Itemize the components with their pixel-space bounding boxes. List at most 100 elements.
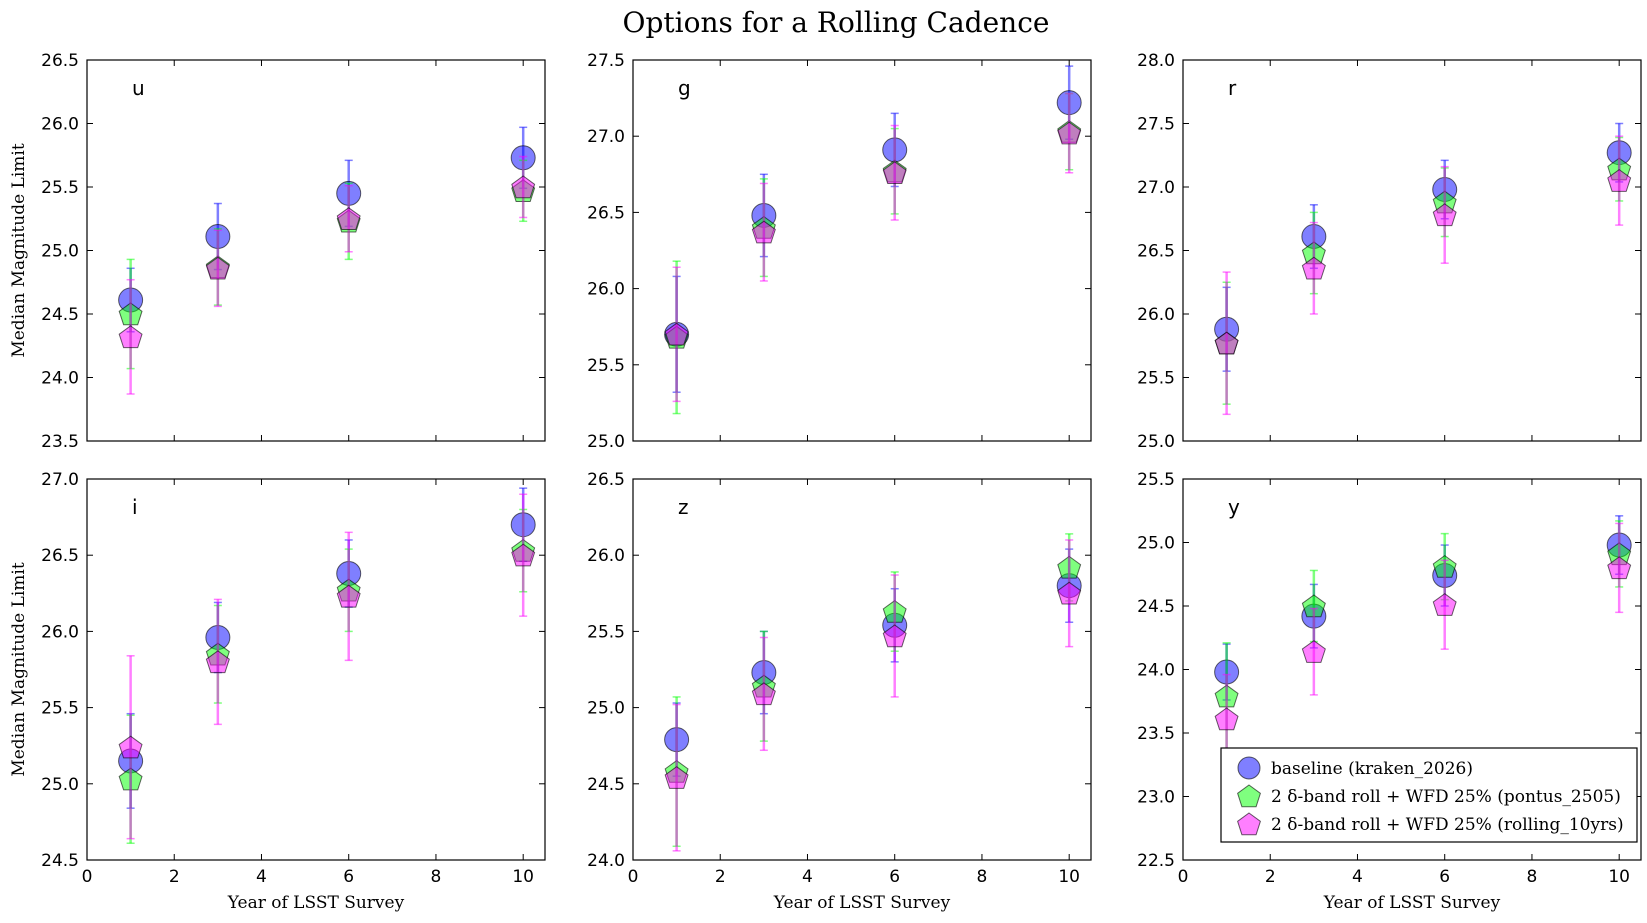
y-tick-label: 24.0 bbox=[41, 369, 79, 389]
legend-label: 2 δ-band roll + WFD 25% (pontus_2505) bbox=[1271, 787, 1621, 807]
x-axis-label: Year of LSST Survey bbox=[1323, 893, 1501, 913]
x-tick-label: 8 bbox=[977, 867, 988, 887]
figure-title: Options for a Rolling Cadence bbox=[623, 6, 1050, 39]
y-tick-label: 26.0 bbox=[1137, 305, 1175, 325]
y-tick-label: 27.0 bbox=[1137, 178, 1175, 198]
series-1 bbox=[118, 487, 536, 809]
data-point bbox=[118, 735, 143, 759]
data-point bbox=[882, 161, 907, 184]
series-3 bbox=[118, 155, 536, 395]
panel-g: 25.0 25.5 26.0 26.5 27.0 27.5 g bbox=[587, 51, 1092, 452]
band-label: g bbox=[678, 76, 691, 100]
x-tick-label: 10 bbox=[1608, 867, 1630, 887]
data-point bbox=[751, 682, 776, 706]
series-3 bbox=[118, 493, 536, 840]
legend-box bbox=[1220, 747, 1638, 843]
panel-i: 24.5 25.0 25.5 26.0 26.5 27.0 0 2 4 6 8 10 i Median M… bbox=[9, 470, 546, 913]
y-tick-label: 25.5 bbox=[1137, 470, 1175, 490]
y-tick-label: 25.0 bbox=[41, 775, 79, 795]
x-tick-label: 4 bbox=[256, 867, 267, 887]
y-tick-label: 26.0 bbox=[587, 546, 625, 566]
plot-frame bbox=[86, 59, 546, 442]
y-tick-label: 23.0 bbox=[1137, 788, 1175, 808]
data-point bbox=[1432, 593, 1457, 616]
data-point bbox=[511, 175, 536, 199]
data-point bbox=[1301, 256, 1326, 280]
legend-marker bbox=[1237, 812, 1261, 836]
data-point bbox=[1214, 331, 1239, 355]
panel-z: 24.0 24.5 25.0 25.5 26.0 26.5 0 2 4 6 8 10 z Year of … bbox=[587, 470, 1092, 913]
panel-y: 22.5 23.0 23.5 24.0 24.5 25.0 25.5 0 2 4 6 8 10 y Year… bbox=[1137, 470, 1642, 913]
y-tick-label: 24.5 bbox=[41, 851, 79, 871]
y-tick-label: 25.5 bbox=[41, 178, 79, 198]
y-tick-label: 27.5 bbox=[1137, 115, 1175, 135]
y-tick-label: 26.5 bbox=[1137, 242, 1175, 262]
y-tick-label: 25.5 bbox=[587, 356, 625, 376]
series-2 bbox=[118, 159, 536, 370]
y-tick-label: 25.5 bbox=[41, 699, 79, 719]
x-tick-label: 0 bbox=[628, 867, 639, 887]
y-tick-label: 26.5 bbox=[587, 203, 625, 223]
band-label: y bbox=[1228, 495, 1240, 519]
y-tick-label: 24.5 bbox=[587, 775, 625, 795]
y-tick-label: 24.0 bbox=[587, 851, 625, 871]
data-point bbox=[205, 256, 230, 280]
x-tick-label: 10 bbox=[1058, 867, 1080, 887]
band-label: u bbox=[132, 76, 145, 100]
x-tick-label: 10 bbox=[512, 867, 534, 887]
x-tick-label: 2 bbox=[715, 867, 726, 887]
series-2 bbox=[1214, 136, 1632, 405]
data-point bbox=[511, 543, 536, 567]
y-tick-label: 26.5 bbox=[587, 470, 625, 490]
data-point bbox=[1057, 581, 1082, 605]
data-point bbox=[1432, 203, 1457, 227]
y-tick-label: 28.0 bbox=[1137, 51, 1175, 71]
plot-frame bbox=[1182, 59, 1642, 442]
y-tick-label: 26.0 bbox=[587, 280, 625, 300]
y-tick-label: 25.0 bbox=[587, 699, 625, 719]
panels: 23.5 24.0 24.5 25.0 25.5 26.0 26.5 u Median Magn… bbox=[9, 51, 1642, 913]
y-tick-label: 27.5 bbox=[587, 51, 625, 71]
y-tick-label: 27.0 bbox=[41, 470, 79, 490]
series-1 bbox=[1214, 515, 1632, 701]
band-label: r bbox=[1228, 76, 1237, 100]
data-point bbox=[1607, 556, 1632, 580]
data-point bbox=[336, 207, 361, 230]
y-tick-label: 23.5 bbox=[1137, 724, 1175, 744]
x-tick-label: 6 bbox=[889, 867, 900, 887]
series-1 bbox=[664, 548, 1082, 777]
y-tick-label: 25.0 bbox=[41, 242, 79, 262]
y-tick-label: 25.5 bbox=[587, 622, 625, 642]
legend-marker bbox=[1237, 784, 1261, 808]
data-point bbox=[336, 584, 361, 608]
data-point bbox=[882, 624, 907, 648]
x-tick-label: 2 bbox=[169, 867, 180, 887]
series-2 bbox=[118, 508, 536, 844]
data-point bbox=[1057, 121, 1082, 145]
series-2 bbox=[664, 92, 1082, 415]
data-point bbox=[664, 322, 689, 346]
plot-frame bbox=[1182, 478, 1642, 861]
x-tick-label: 6 bbox=[1439, 867, 1450, 887]
band-label: i bbox=[132, 495, 138, 519]
x-tick-label: 4 bbox=[1352, 867, 1363, 887]
y-tick-label: 22.5 bbox=[1137, 851, 1175, 871]
y-tick-label: 26.5 bbox=[41, 51, 79, 71]
legend-marker bbox=[1237, 756, 1261, 780]
x-tick-label: 8 bbox=[1527, 867, 1538, 887]
data-point bbox=[1607, 168, 1632, 192]
data-point bbox=[751, 220, 776, 244]
legend-label: 2 δ-band roll + WFD 25% (rolling_10yrs) bbox=[1271, 815, 1624, 835]
y-tick-label: 25.0 bbox=[1137, 432, 1175, 452]
band-label: z bbox=[678, 495, 689, 519]
panel-r: 25.0 25.5 26.0 26.5 27.0 27.5 28.0 r bbox=[1137, 51, 1642, 452]
series-1 bbox=[664, 65, 1082, 393]
x-tick-label: 2 bbox=[1265, 867, 1276, 887]
plot-frame bbox=[632, 59, 1092, 442]
y-tick-label: 25.5 bbox=[1137, 369, 1175, 389]
series-1 bbox=[118, 126, 536, 333]
y-tick-label: 24.0 bbox=[1137, 661, 1175, 681]
x-tick-label: 0 bbox=[82, 867, 93, 887]
y-tick-label: 23.5 bbox=[41, 432, 79, 452]
